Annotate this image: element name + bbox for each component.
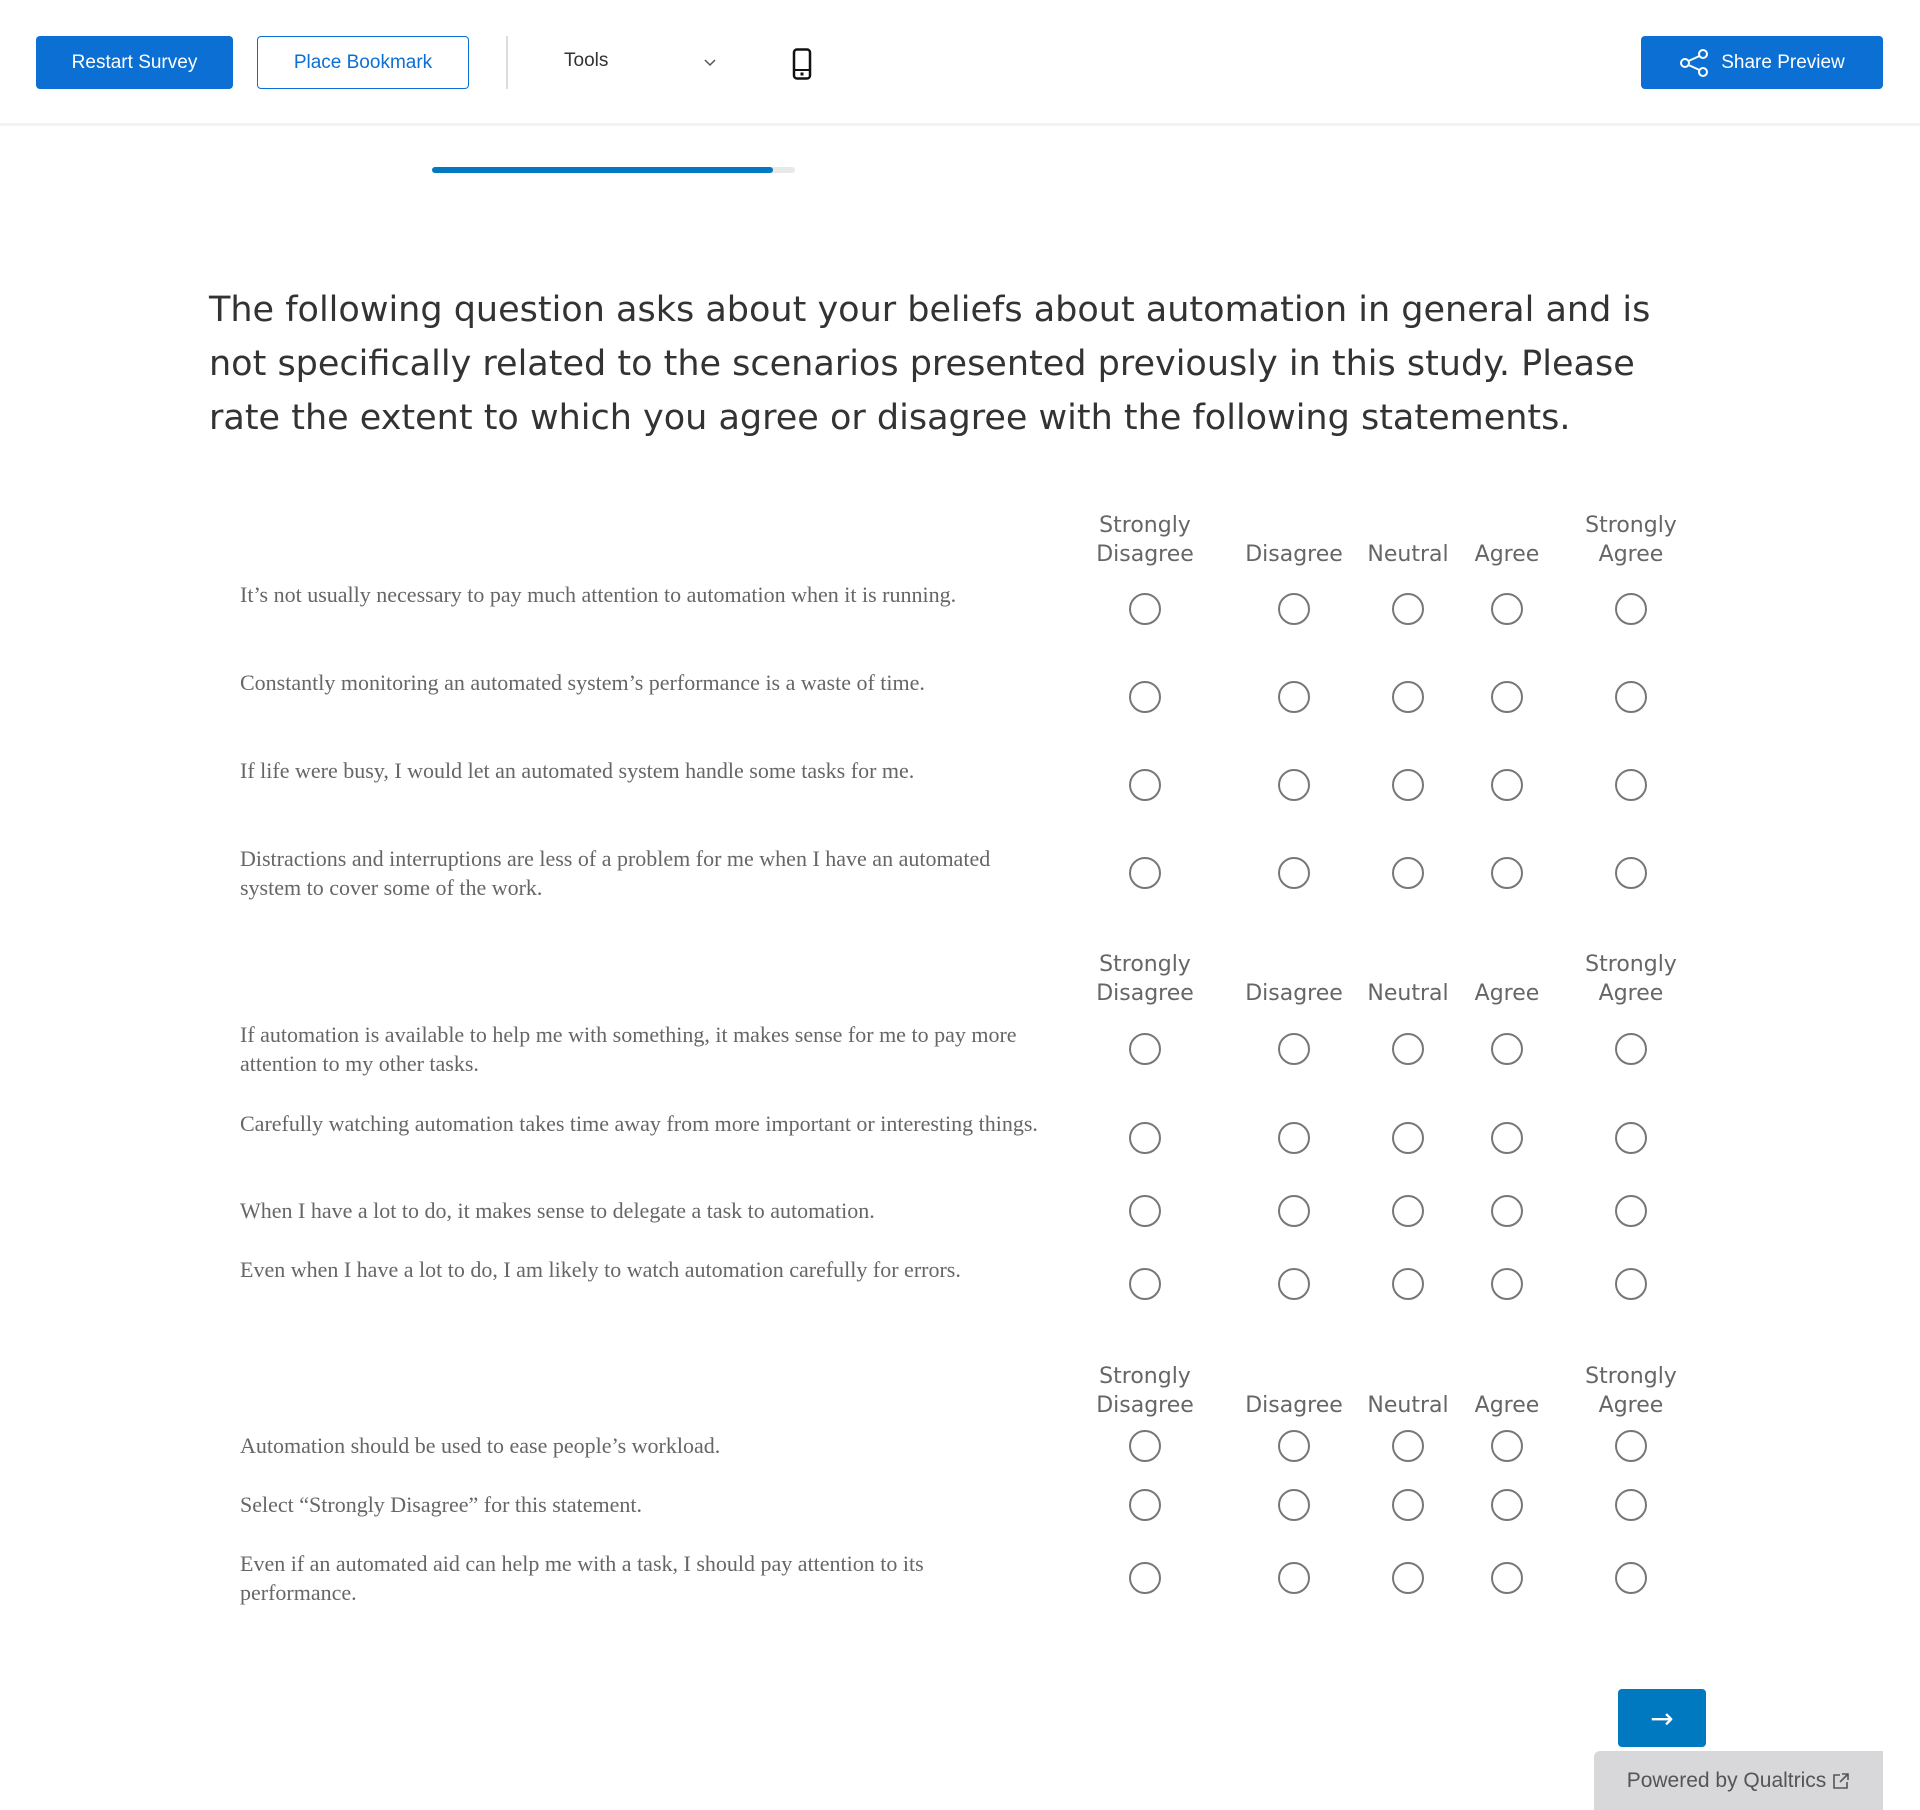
column-header: Neutral (1367, 981, 1449, 1006)
radio-strongly-disagree[interactable] (1129, 1268, 1161, 1300)
statement-text: Even if an automated aid can help me wit… (240, 1551, 924, 1605)
radio-strongly-agree[interactable] (1615, 1268, 1647, 1300)
statement-text: If life were busy, I would let an automa… (240, 758, 915, 783)
statement-text: Carefully watching automation takes time… (240, 1111, 1038, 1136)
restart-survey-button[interactable]: Restart Survey (36, 36, 233, 89)
statement-text: If automation is available to help me wi… (240, 1022, 1017, 1076)
column-header: Strongly Agree (1585, 513, 1677, 567)
radio-agree[interactable] (1491, 1122, 1523, 1154)
place-bookmark-button[interactable]: Place Bookmark (257, 36, 469, 89)
statement-text: It’s not usually necessary to pay much a… (240, 582, 957, 607)
radio-agree[interactable] (1491, 769, 1523, 801)
radio-neutral[interactable] (1392, 1489, 1424, 1521)
powered-by-qualtrics-link[interactable]: Powered by Qualtrics (1594, 1751, 1883, 1810)
external-link-icon (1833, 1772, 1850, 1789)
radio-disagree[interactable] (1278, 1122, 1310, 1154)
radio-agree[interactable] (1491, 681, 1523, 713)
next-button[interactable]: → (1618, 1689, 1706, 1747)
column-header: Disagree (1245, 981, 1343, 1006)
column-header: Strongly Disagree (1096, 952, 1194, 1006)
radio-strongly-agree[interactable] (1615, 1195, 1647, 1227)
toolbar: Restart Survey Place Bookmark Tools Shar… (0, 0, 1920, 126)
radio-agree[interactable] (1491, 1430, 1523, 1462)
radio-strongly-agree[interactable] (1615, 593, 1647, 625)
radio-strongly-disagree[interactable] (1129, 681, 1161, 713)
statement-text: Select “Strongly Disagree” for this stat… (240, 1492, 642, 1517)
radio-neutral[interactable] (1392, 1195, 1424, 1227)
mobile-phone-icon[interactable] (792, 48, 812, 80)
statement-text: Distractions and interruptions are less … (240, 846, 991, 900)
toolbar-divider (506, 36, 508, 89)
radio-disagree[interactable] (1278, 681, 1310, 713)
footer-label: Powered by Qualtrics (1626, 1768, 1827, 1792)
radio-agree[interactable] (1491, 1268, 1523, 1300)
radio-strongly-disagree[interactable] (1129, 1562, 1161, 1594)
radio-strongly-disagree[interactable] (1129, 769, 1161, 801)
statement-text: Even when I have a lot to do, I am likel… (240, 1257, 961, 1282)
radio-agree[interactable] (1491, 593, 1523, 625)
radio-strongly-disagree[interactable] (1129, 1033, 1161, 1065)
progress-bar (432, 167, 795, 173)
radio-disagree[interactable] (1278, 1195, 1310, 1227)
share-preview-label: Share Preview (1721, 51, 1845, 73)
column-header: Strongly Agree (1585, 1364, 1677, 1418)
radio-strongly-agree[interactable] (1615, 1122, 1647, 1154)
radio-strongly-agree[interactable] (1615, 1430, 1647, 1462)
radio-strongly-disagree[interactable] (1129, 1122, 1161, 1154)
column-header: Agree (1474, 1393, 1540, 1418)
radio-disagree[interactable] (1278, 1489, 1310, 1521)
column-header: Neutral (1367, 542, 1449, 567)
radio-strongly-agree[interactable] (1615, 857, 1647, 889)
column-header: Strongly Disagree (1096, 1364, 1194, 1418)
radio-strongly-agree[interactable] (1615, 681, 1647, 713)
statement-text: Constantly monitoring an automated syste… (240, 670, 925, 695)
column-header: Strongly Agree (1585, 952, 1677, 1006)
statement-text: When I have a lot to do, it makes sense … (240, 1198, 875, 1223)
radio-disagree[interactable] (1278, 1562, 1310, 1594)
radio-neutral[interactable] (1392, 857, 1424, 889)
share-icon (1680, 48, 1709, 77)
column-header: Agree (1474, 542, 1540, 567)
radio-strongly-disagree[interactable] (1129, 593, 1161, 625)
column-header: Neutral (1367, 1393, 1449, 1418)
radio-strongly-agree[interactable] (1615, 1033, 1647, 1065)
radio-strongly-agree[interactable] (1615, 1489, 1647, 1521)
radio-neutral[interactable] (1392, 681, 1424, 713)
radio-disagree[interactable] (1278, 857, 1310, 889)
radio-agree[interactable] (1491, 1033, 1523, 1065)
radio-strongly-disagree[interactable] (1129, 857, 1161, 889)
radio-neutral[interactable] (1392, 1033, 1424, 1065)
tools-dropdown[interactable]: Tools (564, 50, 609, 71)
radio-agree[interactable] (1491, 1562, 1523, 1594)
radio-disagree[interactable] (1278, 593, 1310, 625)
radio-neutral[interactable] (1392, 1430, 1424, 1462)
column-header: Disagree (1245, 1393, 1343, 1418)
question-text: The following question asks about your b… (209, 290, 1651, 438)
chevron-down-icon[interactable] (700, 52, 720, 72)
radio-disagree[interactable] (1278, 1430, 1310, 1462)
column-header: Strongly Disagree (1096, 513, 1194, 567)
column-header: Disagree (1245, 542, 1343, 567)
radio-neutral[interactable] (1392, 769, 1424, 801)
progress-fill (432, 167, 774, 173)
radio-neutral[interactable] (1392, 1268, 1424, 1300)
radio-neutral[interactable] (1392, 1562, 1424, 1594)
radio-strongly-disagree[interactable] (1129, 1489, 1161, 1521)
radio-neutral[interactable] (1392, 593, 1424, 625)
radio-agree[interactable] (1491, 857, 1523, 889)
radio-strongly-agree[interactable] (1615, 769, 1647, 801)
share-preview-button[interactable]: Share Preview (1641, 36, 1883, 89)
radio-strongly-disagree[interactable] (1129, 1430, 1161, 1462)
statement-text: Automation should be used to ease people… (240, 1433, 721, 1458)
column-header: Agree (1474, 981, 1540, 1006)
radio-disagree[interactable] (1278, 769, 1310, 801)
radio-neutral[interactable] (1392, 1122, 1424, 1154)
radio-disagree[interactable] (1278, 1268, 1310, 1300)
radio-strongly-disagree[interactable] (1129, 1195, 1161, 1227)
radio-disagree[interactable] (1278, 1033, 1310, 1065)
radio-agree[interactable] (1491, 1195, 1523, 1227)
radio-agree[interactable] (1491, 1489, 1523, 1521)
radio-strongly-agree[interactable] (1615, 1562, 1647, 1594)
